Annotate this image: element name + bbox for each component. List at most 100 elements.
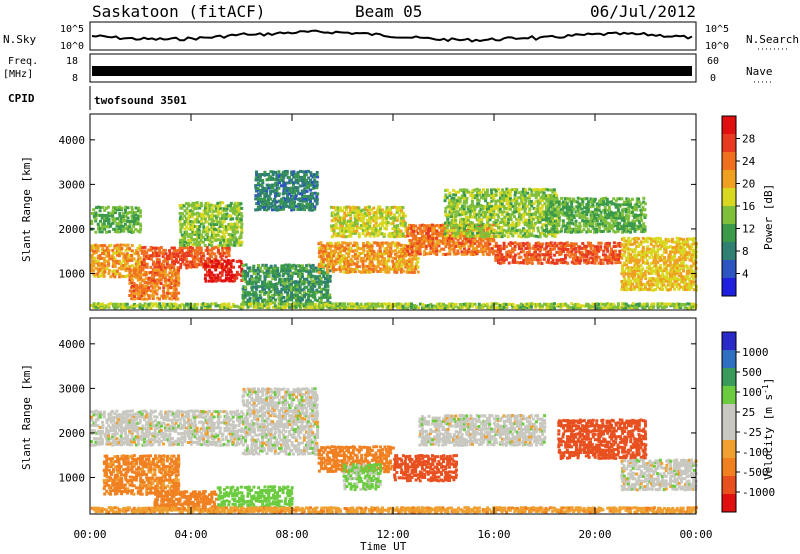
data-cell [561,249,565,253]
data-cell [440,229,444,233]
data-cell [494,235,498,239]
data-cell [549,205,553,209]
data-cell [385,216,389,220]
data-cell [643,253,647,257]
data-cell [485,191,489,195]
data-cell [475,252,479,256]
data-cell [558,230,561,234]
data-cell [258,175,262,179]
data-cell [635,208,638,212]
data-cell [229,206,233,210]
data-cell [281,278,285,281]
data-cell [649,240,653,244]
data-cell [437,226,441,230]
data-cell [227,246,231,250]
data-cell [231,211,235,215]
data-cell [449,204,453,208]
data-cell [311,192,314,195]
data-cell [128,281,132,285]
data-cell [254,208,258,212]
data-cell [652,269,656,273]
data-cell [431,226,435,230]
data-cell [460,210,464,214]
data-cell [589,244,593,248]
data-cell [643,208,647,212]
data-cell [379,222,382,226]
data-cell [309,199,312,203]
data-cell [145,254,149,258]
data-cell [433,252,437,255]
data-cell [100,225,104,229]
data-cell [652,247,656,251]
data-cell [606,208,609,212]
data-cell [496,253,500,257]
data-cell [480,196,483,200]
data-cell [336,247,340,251]
data-cell [616,203,620,207]
data-cell [505,202,509,206]
data-cell [294,204,298,208]
data-cell [96,267,100,271]
data-cell [136,217,140,221]
data-cell [450,237,454,241]
data-cell [115,249,119,253]
nsky-tick-high: 10^5 [60,24,84,35]
data-cell [386,249,390,253]
data-cell [126,220,130,223]
data-cell [475,229,479,232]
data-cell [311,180,314,184]
data-cell [480,218,484,222]
data-cell [282,284,286,288]
data-cell [167,254,171,258]
data-cell [322,287,326,291]
data-cell [224,264,228,268]
data-cell [363,268,367,272]
data-cell [614,257,617,261]
data-cell [431,244,434,248]
data-cell [277,178,281,182]
data-cell [595,205,599,209]
data-cell [261,179,265,182]
data-cell [639,277,643,281]
data-cell [452,226,456,230]
data-cell [431,234,434,238]
data-cell [387,252,390,256]
data-cell [334,259,338,263]
data-cell [359,213,363,217]
data-cell [124,219,128,223]
data-cell [149,278,153,282]
data-cell [281,288,285,292]
data-cell [370,252,374,256]
data-cell [309,183,313,187]
data-cell [247,291,251,295]
data-cell [601,197,605,200]
data-cell [380,267,384,271]
data-cell [196,233,199,236]
data-cell [395,265,399,269]
data-cell [504,220,508,224]
data-cell [345,259,349,263]
data-cell [102,271,106,275]
data-cell [614,218,618,222]
data-cell [623,243,626,247]
data-cell [389,222,393,226]
data-cell [206,264,210,268]
data-cell [201,240,205,244]
data-cell [305,280,309,284]
data-cell [357,270,361,273]
data-cell [452,234,456,238]
data-cell [623,216,627,220]
data-cell [521,241,525,245]
data-cell [488,242,492,246]
data-cell [549,250,552,254]
data-cell [367,213,371,217]
data-cell [485,218,489,222]
data-cell [370,267,374,271]
data-cell [646,245,650,249]
data-cell [123,254,127,258]
data-cell [563,197,567,201]
data-cell [328,246,332,250]
data-cell [285,204,289,208]
data-cell [334,222,338,226]
data-cell [633,258,637,262]
